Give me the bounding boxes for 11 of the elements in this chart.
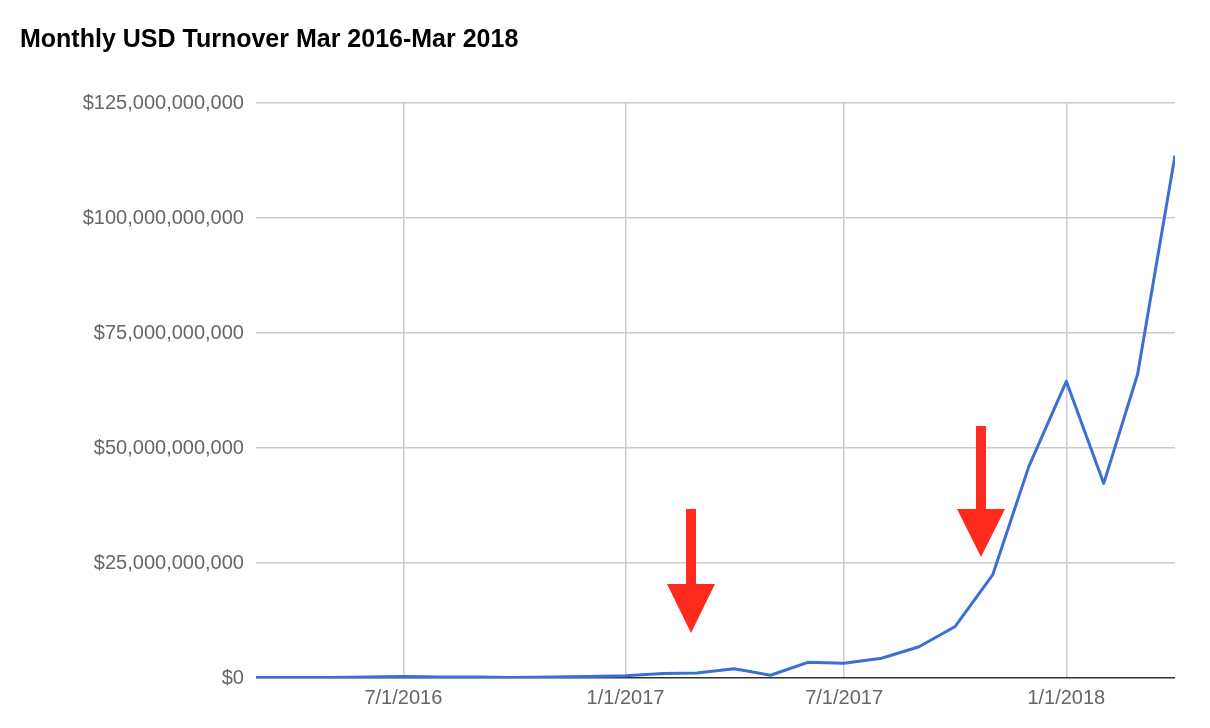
y-tick-label: $100,000,000,000 <box>82 205 244 228</box>
x-tick-label: 7/1/2017 <box>805 685 884 708</box>
x-tick-label: 1/1/2018 <box>1027 685 1106 708</box>
x-tick-label: 7/1/2016 <box>364 685 443 708</box>
x-tick-label: 1/1/2017 <box>586 685 665 708</box>
y-tick-label: $25,000,000,000 <box>93 550 244 573</box>
y-tick-label: $125,000,000,000 <box>82 90 244 113</box>
y-tick-label: $0 <box>221 665 244 688</box>
chart-title: Monthly USD Turnover Mar 2016-Mar 2018 <box>20 23 519 52</box>
y-tick-label: $50,000,000,000 <box>93 435 244 458</box>
y-tick-label: $75,000,000,000 <box>93 320 244 343</box>
